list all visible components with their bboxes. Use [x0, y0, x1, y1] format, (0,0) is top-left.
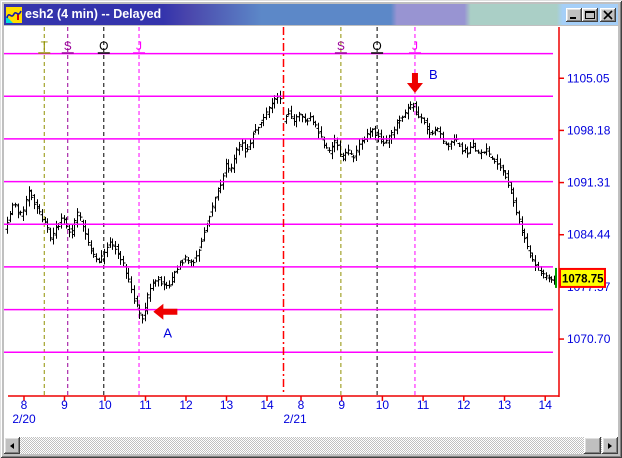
close-button[interactable]	[600, 7, 616, 22]
maximize-button[interactable]	[582, 7, 598, 22]
y-axis-label: 1084.44	[567, 228, 611, 242]
down-arrow-icon	[406, 73, 423, 94]
scrollbar-thumb[interactable]	[584, 437, 601, 454]
x-axis-hour-label: 11	[139, 398, 152, 412]
annotation-label: A	[163, 326, 172, 341]
y-axis-label: 1098.18	[567, 123, 611, 137]
price-bars	[5, 90, 557, 324]
price-gridlines	[4, 52, 553, 354]
last-price-value: 1078.75	[562, 273, 604, 285]
x-axis-hour-label: 9	[338, 398, 345, 412]
session-marker-letter: T	[41, 39, 49, 53]
annotation-a: A	[153, 303, 178, 341]
session-marker-letter: J	[136, 39, 142, 53]
price-chart[interactable]: TSOJSOJ1105.051098.181091.311084.441077.…	[4, 26, 618, 437]
x-axis-hour-label: 10	[98, 398, 112, 412]
x-axis-hour-label: 12	[179, 398, 193, 412]
chart-client-area: TSOJSOJ1105.051098.181091.311084.441077.…	[4, 26, 618, 437]
y-axis-label: 1091.31	[567, 176, 611, 190]
session-marker-letter: O	[99, 39, 108, 53]
session-marker-letter: S	[337, 39, 345, 53]
y-axis-label: 1105.05	[567, 71, 610, 85]
x-axis-hour-label: 10	[376, 398, 390, 412]
session-marker-letter: J	[412, 39, 418, 53]
session-marker-lines	[43, 27, 416, 395]
scroll-right-button[interactable]	[602, 437, 618, 454]
scrollbar-track[interactable]	[20, 437, 602, 454]
last-price-badge: 1078.75	[559, 267, 606, 288]
x-axis-labels: 8 9 10 11 12 13 142/208 9 10 11 12 13 142/21	[12, 396, 552, 426]
y-axis-labels: 1105.051098.181091.311084.441077.571070.…	[559, 71, 611, 346]
x-axis-hour-label: 8	[21, 398, 28, 412]
x-axis-hour-label: 8	[298, 398, 305, 412]
left-arrow-icon	[153, 303, 178, 320]
x-axis-date-label: 2/20	[12, 412, 36, 426]
x-axis-hour-label: 14	[260, 398, 274, 412]
scroll-left-button[interactable]	[4, 437, 20, 454]
y-axis-label: 1070.70	[567, 332, 611, 346]
x-axis-hour-label: 11	[417, 398, 430, 412]
minimize-button[interactable]	[566, 7, 582, 22]
chart-app-icon	[6, 6, 22, 23]
titlebar[interactable]: esh2 (4 min) -- Delayed	[4, 4, 618, 25]
x-axis-hour-label: 12	[457, 398, 471, 412]
annotation-label: B	[429, 67, 438, 82]
horizontal-scrollbar[interactable]	[4, 437, 618, 454]
x-axis-date-label: 2/21	[283, 412, 307, 426]
window-title: esh2 (4 min) -- Delayed	[25, 7, 162, 21]
x-axis-hour-label: 13	[498, 398, 512, 412]
x-axis-hour-label: 14	[539, 398, 553, 412]
annotation-b: B	[406, 67, 438, 94]
x-axis-hour-label: 13	[220, 398, 234, 412]
session-marker-letter: S	[64, 39, 72, 53]
x-axis-hour-label: 9	[61, 398, 68, 412]
session-marker-letter: O	[372, 39, 381, 53]
